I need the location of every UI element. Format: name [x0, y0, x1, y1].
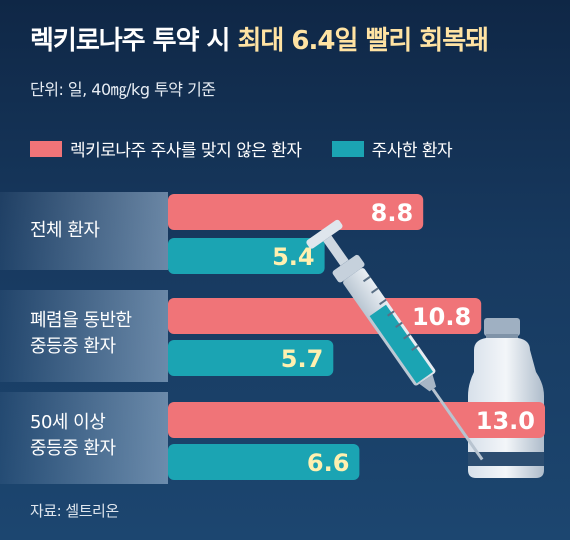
category-label-0: 전체 환자	[30, 218, 100, 244]
data-label-untreated-1: 10.8	[412, 303, 471, 331]
category-label-2-line-1: 중등증 환자	[30, 438, 116, 459]
legend-label-untreated: 렉키로나주 주사를 맞지 않은 환자	[70, 141, 302, 161]
syringe-icon	[306, 219, 484, 461]
category-band-2	[0, 392, 168, 484]
category-label-1: 폐렴을 동반한 중등증 환자	[30, 308, 132, 360]
bar-treated-0	[168, 238, 325, 274]
bar-untreated-0	[168, 194, 424, 230]
category-label-1-line-0: 폐렴을 동반한	[30, 310, 132, 331]
legend: 렉키로나주 주사를 맞지 않은 환자 주사한 환자	[30, 136, 482, 161]
legend-item-treated: 주사한 환자	[331, 136, 453, 161]
category-band-0	[0, 192, 168, 270]
title-highlight: 최대 6.4일 빨리 회복돼	[237, 26, 490, 56]
legend-label-treated: 주사한 환자	[371, 141, 453, 161]
bar-treated-2	[168, 444, 360, 480]
category-label-1-line-1: 중등증 환자	[30, 336, 116, 357]
legend-swatch-untreated	[30, 140, 62, 157]
bar-untreated-2	[168, 402, 545, 438]
bar-treated-1	[168, 340, 334, 376]
title-prefix: 렉키로나주 투약 시	[30, 26, 238, 56]
data-label-treated-2: 6.6	[307, 449, 350, 477]
chart-subtitle: 단위: 일, 40㎎/kg 투약 기준	[30, 80, 216, 99]
category-label-2: 50세 이상 중등증 환자	[30, 410, 116, 462]
data-label-untreated-2: 13.0	[476, 407, 535, 435]
source-note: 자료: 셀트리온	[30, 502, 119, 520]
legend-swatch-treated	[331, 140, 364, 157]
category-label-2-line-0: 50세 이상	[30, 412, 106, 433]
data-label-treated-1: 5.7	[281, 345, 324, 373]
bars-group: 8.8 10.8 13.0 5.4 5.7 6.6	[168, 194, 545, 480]
chart-title: 렉키로나주 투약 시 최대 6.4일 빨리 회복돼	[30, 20, 490, 57]
data-label-treated-0: 5.4	[272, 243, 315, 271]
category-band-1	[0, 290, 168, 382]
category-label-0-line-0: 전체 환자	[30, 220, 100, 241]
legend-item-untreated: 렉키로나주 주사를 맞지 않은 환자	[30, 136, 302, 161]
data-label-untreated-0: 8.8	[371, 199, 414, 227]
